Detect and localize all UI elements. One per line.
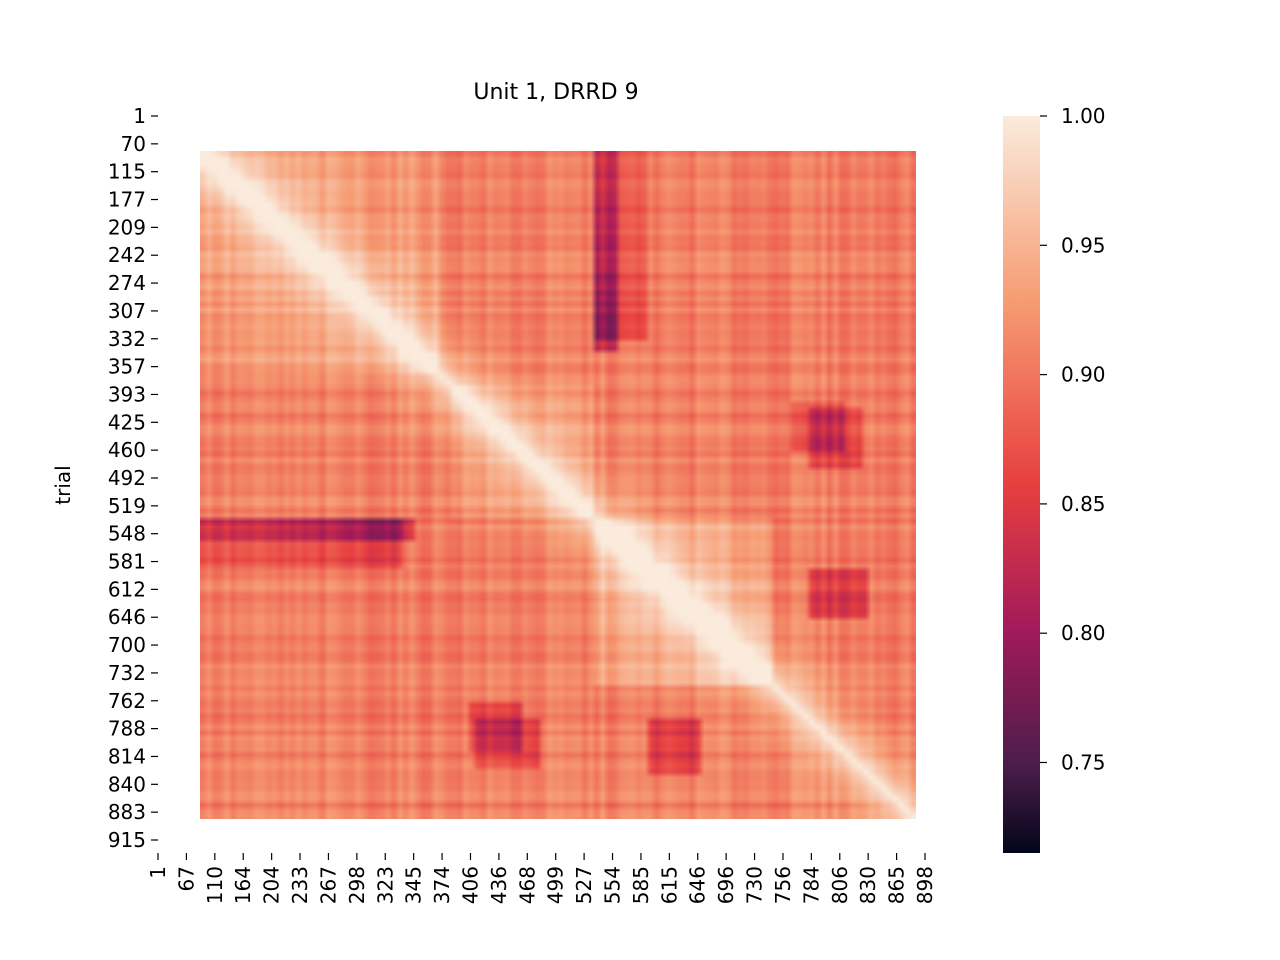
- y-tick-label: 700: [108, 633, 146, 657]
- y-tick-label: 840: [108, 772, 146, 796]
- y-tick-label: 393: [108, 382, 146, 406]
- y-tick-label: 332: [108, 327, 146, 351]
- y-tick-label: 519: [108, 494, 146, 518]
- x-axis-ticks: 1 67 110 164 204 233 267 298 323 345 374 406 436 468 4…: [146, 853, 937, 904]
- x-tick-label: 345: [402, 866, 426, 904]
- colorbar-tick-label: 0.90: [1061, 363, 1106, 387]
- x-tick-label: 696: [714, 866, 738, 904]
- x-tick-label: 806: [828, 866, 852, 904]
- y-tick-label: 915: [108, 828, 146, 852]
- x-tick-label: 615: [657, 866, 681, 904]
- x-tick-label: 298: [345, 866, 369, 904]
- x-tick-label: 527: [572, 866, 596, 904]
- x-tick-label: 468: [515, 866, 539, 904]
- y-tick-label: 177: [108, 188, 146, 212]
- y-tick-label: 646: [108, 605, 146, 629]
- y-tick-label: 581: [108, 550, 146, 574]
- y-tick-label: 425: [108, 410, 146, 434]
- x-tick-label: 267: [316, 866, 340, 904]
- y-tick-label: 788: [108, 717, 146, 741]
- x-tick-label: 585: [629, 866, 653, 904]
- x-tick-label: 164: [231, 866, 255, 904]
- x-tick-label: 554: [601, 866, 625, 904]
- y-tick-label: 209: [108, 215, 146, 239]
- y-tick-label: 242: [108, 243, 146, 267]
- x-tick-label: 898: [913, 866, 937, 904]
- y-tick-label: 732: [108, 661, 146, 685]
- x-tick-label: 646: [686, 866, 710, 904]
- x-tick-label: 1: [146, 866, 170, 879]
- y-tick-label: 460: [108, 438, 146, 462]
- x-tick-label: 436: [487, 866, 511, 904]
- heatmap-cells: [200, 151, 916, 819]
- x-tick-label: 233: [288, 866, 312, 904]
- x-tick-label: 204: [260, 866, 284, 904]
- x-tick-label: 406: [458, 866, 482, 904]
- y-axis-label: trial: [51, 465, 75, 504]
- y-tick-label: 548: [108, 522, 146, 546]
- y-tick-label: 762: [108, 689, 146, 713]
- y-tick-label: 307: [108, 299, 146, 323]
- x-tick-label: 865: [885, 866, 909, 904]
- y-tick-label: 883: [108, 800, 146, 824]
- x-tick-label: 730: [743, 866, 767, 904]
- heatmap-area: [200, 151, 916, 819]
- colorbar-ticks: 0.75 0.80 0.85 0.90 0.95 1.00: [1040, 104, 1106, 774]
- y-tick-label: 492: [108, 466, 146, 490]
- x-tick-label: 784: [799, 866, 823, 904]
- y-tick-label: 1: [133, 104, 146, 128]
- colorbar: [1003, 116, 1040, 853]
- colorbar-tick-label: 1.00: [1061, 104, 1106, 128]
- y-tick-label: 70: [121, 132, 146, 156]
- y-tick-label: 814: [108, 744, 146, 768]
- y-tick-label: 357: [108, 355, 146, 379]
- x-tick-label: 110: [203, 866, 227, 904]
- y-tick-label: 274: [108, 271, 146, 295]
- colorbar-tick-label: 0.95: [1061, 233, 1106, 257]
- colorbar-tick-label: 0.85: [1061, 492, 1106, 516]
- y-tick-label: 612: [108, 577, 146, 601]
- y-tick-label: 115: [108, 160, 146, 184]
- colorbar-tick-label: 0.80: [1061, 621, 1106, 645]
- x-tick-label: 374: [430, 866, 454, 904]
- chart-title: Unit 1, DRRD 9: [473, 80, 638, 105]
- colorbar-tick-label: 0.75: [1061, 750, 1106, 774]
- y-axis-ticks: 1 70 115 177 209 242 274 307 332 357 393 425 460 492 5…: [108, 104, 158, 852]
- x-tick-label: 67: [174, 866, 198, 891]
- x-tick-label: 323: [373, 866, 397, 904]
- x-tick-label: 830: [856, 866, 880, 904]
- x-tick-label: 499: [544, 866, 568, 904]
- x-tick-label: 756: [771, 866, 795, 904]
